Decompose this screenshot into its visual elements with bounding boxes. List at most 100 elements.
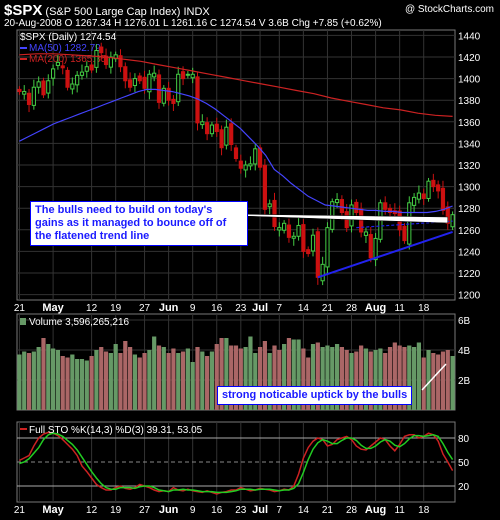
volume-bar bbox=[185, 348, 190, 410]
candle-body bbox=[373, 237, 378, 261]
candle-body bbox=[315, 231, 320, 278]
candle-body bbox=[286, 224, 292, 238]
candle-body bbox=[291, 235, 296, 239]
candle-body bbox=[26, 92, 32, 106]
volume-bar bbox=[171, 348, 176, 410]
watermark[interactable]: @ StockCharts.com bbox=[404, 4, 494, 15]
candle-body bbox=[65, 69, 70, 88]
volume-bar bbox=[219, 338, 224, 410]
volume-bar bbox=[267, 353, 272, 410]
stochastic-x-tick-label: 9 bbox=[190, 505, 196, 516]
volume-bar bbox=[195, 347, 200, 410]
candle-body bbox=[219, 129, 224, 149]
candle-body bbox=[426, 180, 431, 199]
volume-bar bbox=[137, 357, 142, 410]
volume-bar bbox=[315, 342, 320, 410]
candle-body bbox=[31, 86, 36, 106]
candle-body bbox=[99, 46, 104, 54]
price-y-tick-label: 1320 bbox=[458, 161, 481, 172]
volume-y-tick-label: 6B bbox=[458, 316, 471, 327]
candle-body bbox=[229, 123, 234, 145]
volume-bar bbox=[132, 354, 138, 410]
stochastic-y-tick-label: 80 bbox=[458, 434, 470, 445]
price-x-tick-label: 9 bbox=[190, 303, 196, 314]
candle-body bbox=[152, 72, 157, 78]
candle-body bbox=[156, 74, 162, 103]
volume-bar bbox=[60, 356, 65, 410]
volume-bar bbox=[354, 351, 359, 410]
volume-bar bbox=[363, 348, 369, 410]
volume-bar bbox=[310, 344, 316, 410]
candle-body bbox=[387, 207, 393, 214]
exchange: INDX bbox=[183, 6, 210, 18]
price-y-tick-label: 1380 bbox=[458, 96, 481, 107]
candle-body bbox=[70, 83, 75, 90]
stochastic-x-tick-label: 11 bbox=[394, 505, 405, 516]
candle-body bbox=[248, 163, 253, 167]
candle-body bbox=[118, 55, 123, 68]
candle-body bbox=[161, 87, 166, 104]
candle-body bbox=[166, 87, 171, 101]
price-y-tick-label: 1280 bbox=[458, 204, 481, 215]
candle-body bbox=[383, 202, 388, 210]
price-y-tick-label: 1360 bbox=[458, 118, 481, 129]
price-y-tick-label: 1420 bbox=[458, 53, 481, 64]
candle-body bbox=[253, 148, 258, 165]
candle-body bbox=[94, 50, 99, 68]
volume-bar bbox=[65, 357, 70, 410]
volume-bar bbox=[397, 345, 402, 410]
price-x-tick-label: 21 bbox=[14, 303, 26, 314]
volume-legend-swatch bbox=[20, 318, 26, 325]
volume-bar bbox=[108, 353, 113, 410]
volume-bar bbox=[272, 345, 277, 410]
volume-pointer bbox=[421, 363, 447, 391]
price-y-tick-label: 1340 bbox=[458, 139, 481, 150]
stochastic-x-tick-label: 18 bbox=[418, 505, 430, 516]
volume-bar bbox=[200, 351, 205, 410]
candle-body bbox=[411, 196, 417, 206]
candle-body bbox=[257, 147, 263, 168]
price-x-tick-label: 7 bbox=[277, 303, 283, 314]
candle-body bbox=[262, 164, 267, 210]
candle-body bbox=[272, 199, 277, 228]
volume-bar bbox=[387, 347, 393, 410]
volume-bar bbox=[180, 351, 186, 410]
candle-body bbox=[238, 160, 243, 169]
volume-bar bbox=[411, 347, 417, 410]
volume-bar bbox=[436, 354, 441, 410]
volume-bar bbox=[84, 360, 89, 410]
candle-body bbox=[243, 164, 248, 171]
candle-body bbox=[209, 124, 215, 135]
volume-annotation: strong noticable uptick by the bulls bbox=[217, 386, 413, 405]
volume-bar bbox=[373, 350, 378, 410]
candle-body bbox=[378, 202, 383, 240]
price-x-tick-label: May bbox=[42, 302, 64, 314]
candle-body bbox=[359, 208, 364, 233]
volume-bar bbox=[214, 344, 219, 410]
candle-body bbox=[190, 73, 195, 79]
candle-body bbox=[282, 222, 287, 231]
candle-body bbox=[185, 73, 190, 76]
stochastic-x-tick-label: 21 bbox=[322, 505, 334, 516]
candle-body bbox=[84, 66, 89, 72]
volume-bar bbox=[147, 350, 152, 410]
stochastic-x-tick-label: May bbox=[42, 504, 64, 516]
volume-bar bbox=[339, 347, 344, 410]
candle-body bbox=[296, 224, 301, 237]
trend-annotation: The bulls need to build on today's gains… bbox=[30, 201, 248, 246]
candle-body bbox=[407, 202, 412, 245]
price-x-tick-label: 28 bbox=[346, 303, 358, 314]
candle-body bbox=[440, 187, 446, 211]
volume-bar bbox=[75, 359, 80, 410]
price-y-tick-label: 1200 bbox=[458, 291, 481, 302]
candle-body bbox=[325, 227, 330, 268]
candle-body bbox=[176, 73, 181, 103]
volume-bar bbox=[152, 336, 157, 410]
volume-bar bbox=[41, 338, 46, 410]
price-y-tick-label: 1220 bbox=[458, 269, 481, 280]
volume-bar bbox=[46, 344, 51, 410]
candle-body bbox=[334, 199, 340, 204]
volume-bar bbox=[238, 348, 243, 410]
volume-bar bbox=[296, 339, 301, 410]
